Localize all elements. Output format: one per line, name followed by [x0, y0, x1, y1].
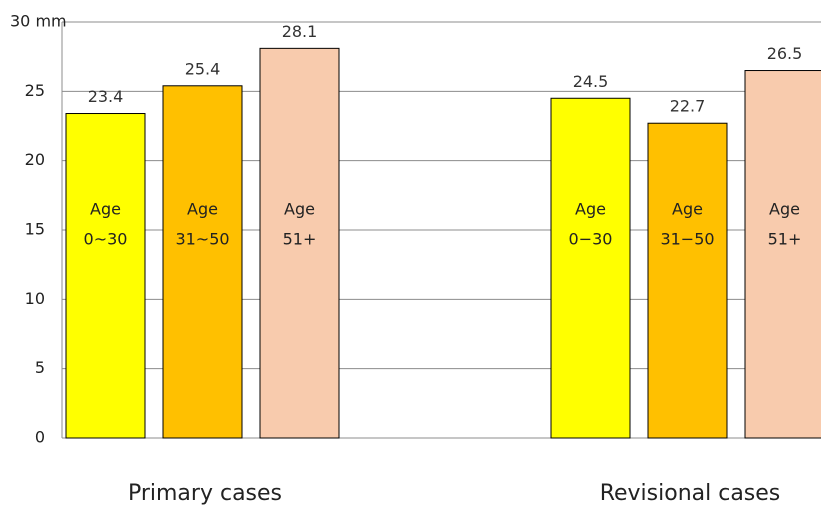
y-tick-label: 20 [25, 150, 45, 169]
bar-label: Age [672, 200, 703, 219]
bar [550, 97, 631, 439]
bar-label: Age [90, 200, 121, 219]
y-tick-label: 30 mm [10, 12, 67, 31]
value-label: 24.5 [573, 72, 609, 91]
bar [162, 85, 243, 439]
value-label: 25.4 [185, 59, 221, 78]
bar-label: Age [187, 200, 218, 219]
bar-label: 31−50 [660, 230, 714, 249]
bar-label: 51+ [768, 230, 802, 249]
x-category-label: Primary cases [128, 481, 282, 506]
y-tick-label: 15 [25, 220, 45, 239]
y-tick-label: 5 [35, 358, 45, 377]
y-tick-label: 25 [25, 81, 45, 100]
bar-label: 0~30 [84, 230, 128, 249]
bar [65, 113, 146, 439]
bar [744, 70, 821, 439]
bar [259, 47, 340, 439]
y-tick-label: 10 [25, 289, 45, 308]
bar-label: Age [284, 200, 315, 219]
bar-label: 31~50 [175, 230, 229, 249]
value-label: 23.4 [88, 87, 124, 106]
bar-label: 51+ [283, 230, 317, 249]
y-tick-label: 0 [35, 428, 45, 447]
bar-label: Age [575, 200, 606, 219]
x-category-label: Revisional cases [600, 481, 781, 506]
value-label: 26.5 [767, 44, 803, 63]
bar-label: 0−30 [569, 230, 613, 249]
value-label: 22.7 [670, 97, 706, 116]
value-label: 28.1 [282, 22, 318, 41]
bar-label: Age [769, 200, 800, 219]
bar [647, 122, 728, 439]
